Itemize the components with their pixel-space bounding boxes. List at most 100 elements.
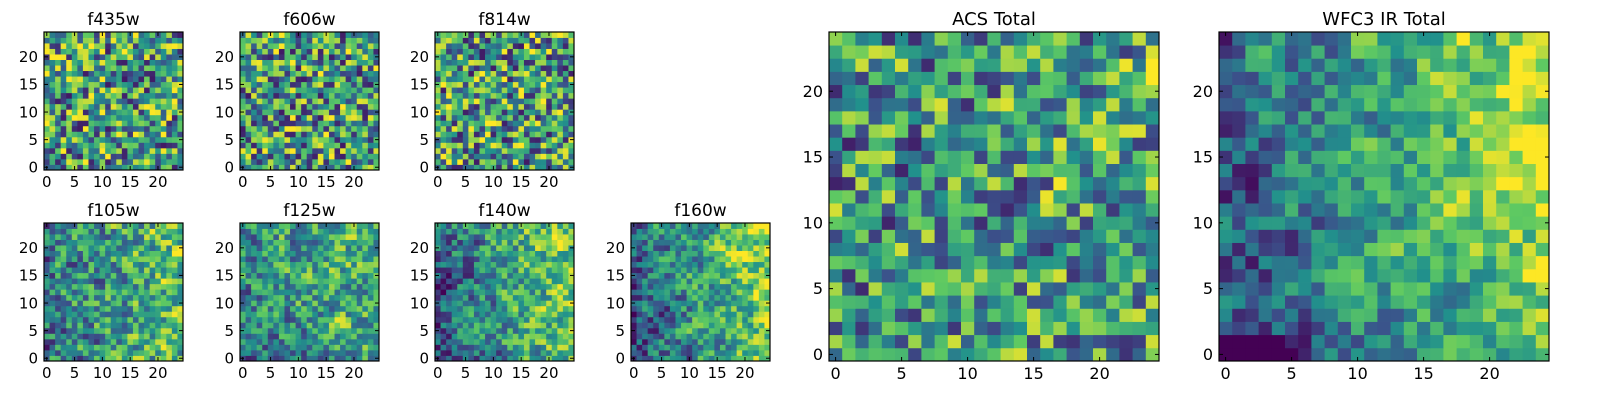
heatmap-cell: [312, 120, 319, 127]
heatmap-cell: [568, 76, 575, 83]
heatmap-cell: [562, 54, 569, 60]
heatmap-cell: [105, 234, 112, 240]
heatmap-cell: [747, 327, 754, 334]
heatmap-cell: [868, 176, 883, 191]
x-tick-label: 0: [629, 364, 639, 382]
heatmap-cell: [540, 333, 547, 340]
heatmap-cell: [1053, 242, 1067, 257]
heatmap-cell: [697, 349, 704, 356]
heatmap-cell: [473, 153, 480, 160]
heatmap-cell: [747, 344, 754, 351]
heatmap-cell: [116, 316, 123, 323]
heatmap-cell: [351, 344, 358, 351]
heatmap-cell: [55, 142, 62, 149]
heatmap-cell: [362, 289, 369, 296]
heatmap-cell: [155, 327, 162, 334]
heatmap-cell: [77, 87, 84, 94]
heatmap-cell: [1013, 347, 1028, 362]
heatmap-cell: [160, 131, 167, 138]
heatmap-cell: [301, 153, 308, 160]
y-tick-label: 0: [224, 349, 234, 367]
heatmap-cell: [568, 114, 575, 121]
heatmap-cell: [642, 338, 649, 345]
heatmap-cell: [451, 153, 458, 160]
heatmap-cell: [373, 234, 380, 240]
heatmap-cell: [1000, 282, 1015, 296]
heatmap-cell: [155, 37, 162, 44]
heatmap-cell: [468, 355, 475, 362]
heatmap-cell: [144, 300, 151, 307]
heatmap-cell: [669, 289, 676, 296]
heatmap-cell: [99, 267, 106, 274]
heatmap-cell: [60, 164, 67, 171]
heatmap-cell: [273, 245, 280, 251]
heatmap-cell: [523, 272, 530, 279]
heatmap-cell: [658, 234, 665, 240]
heatmap-cell: [267, 70, 274, 77]
heatmap-cell: [697, 355, 704, 362]
heatmap-cell: [631, 261, 637, 268]
heatmap-cell: [301, 355, 308, 362]
heatmap-cell: [362, 114, 369, 121]
heatmap-cell: [636, 250, 643, 257]
heatmap-cell: [99, 250, 106, 257]
heatmap-cell: [868, 334, 883, 349]
heatmap-cell: [351, 65, 358, 72]
heatmap-cell: [177, 278, 184, 285]
heatmap-cell: [736, 267, 743, 274]
heatmap-cell: [446, 267, 453, 274]
heatmap-cell: [351, 109, 358, 116]
heatmap-cell: [88, 142, 95, 149]
heatmap-cell: [468, 98, 475, 105]
heatmap-cell: [753, 344, 760, 351]
heatmap-cell: [345, 131, 352, 138]
heatmap-cell: [306, 37, 313, 44]
heatmap-cell: [881, 229, 896, 243]
heatmap-cell: [523, 32, 530, 38]
heatmap-cell: [328, 70, 335, 77]
heatmap-cell: [747, 250, 754, 257]
heatmap-cell: [631, 278, 637, 285]
heatmap-cell: [278, 59, 285, 66]
heatmap-cell: [245, 261, 252, 268]
heatmap-cell: [731, 316, 738, 323]
heatmap-cell: [245, 349, 252, 356]
heatmap-cell: [523, 349, 530, 356]
heatmap-cell: [44, 234, 50, 240]
heatmap-cell: [529, 142, 536, 149]
heatmap-cell: [664, 272, 671, 279]
heatmap-cell: [725, 283, 732, 290]
heatmap-cell: [132, 333, 139, 340]
heatmap-cell: [138, 103, 145, 110]
heatmap-cell: [138, 294, 145, 301]
heatmap-cell: [753, 223, 760, 229]
heatmap-cell: [546, 234, 553, 240]
heatmap-cell: [306, 311, 313, 318]
heatmap-cell: [149, 92, 156, 99]
heatmap-cell: [306, 43, 313, 49]
heatmap-cell: [485, 114, 491, 121]
heatmap-cell: [273, 234, 280, 240]
heatmap-cell: [518, 316, 525, 323]
heatmap-cell: [829, 203, 843, 217]
heatmap-cell: [1119, 308, 1133, 322]
heatmap-cell: [155, 228, 162, 235]
heatmap-cell: [60, 344, 67, 351]
heatmap-cell: [367, 305, 374, 312]
heatmap-cell: [636, 239, 643, 246]
heatmap-cell: [49, 81, 56, 88]
heatmap-cell: [55, 256, 62, 263]
y-tick-label: 15: [215, 267, 234, 285]
heatmap-cell: [340, 261, 347, 268]
heatmap-cell: [457, 278, 464, 285]
heatmap-cell: [1106, 163, 1120, 178]
heatmap-cell: [99, 87, 106, 94]
heatmap-cell: [66, 300, 73, 307]
heatmap-cell: [105, 153, 112, 160]
heatmap-cell: [105, 125, 112, 132]
heatmap-cell: [160, 267, 167, 274]
heatmap-cell: [121, 316, 128, 323]
heatmap-cell: [340, 355, 347, 362]
heatmap-cell: [116, 125, 123, 132]
heatmap-cell: [116, 65, 123, 72]
